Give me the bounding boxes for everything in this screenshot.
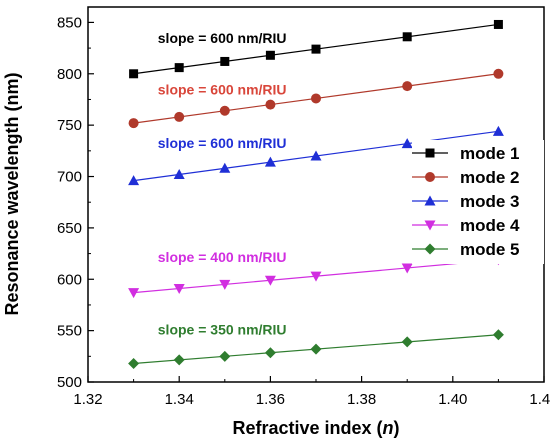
- data-point-mode-2: [174, 111, 185, 122]
- data-point-mode-4: [264, 275, 276, 286]
- legend-marker: [425, 172, 435, 182]
- x-tick-label: 1.34: [165, 391, 194, 408]
- data-point-mode-2: [402, 81, 413, 92]
- y-tick-label: 650: [57, 220, 82, 237]
- axis-ticks: 1.32 1.34 1.36 1.38 1.40 1.42 500 550 600 650 700 7…: [57, 14, 550, 408]
- data-point-mode-1: [402, 32, 412, 42]
- data-point-mode-5: [128, 358, 140, 370]
- data-point-mode-1: [129, 69, 139, 79]
- legend-label: mode 1: [460, 144, 520, 163]
- data-point-mode-5: [492, 329, 504, 341]
- data-point-mode-5: [264, 347, 276, 359]
- legend-marker: [425, 148, 435, 158]
- legend-label: mode 2: [460, 168, 520, 187]
- data-point-mode-4: [173, 284, 185, 295]
- data-point-mode-2: [128, 118, 139, 129]
- y-tick-label: 600: [57, 271, 82, 288]
- legend-marker: [424, 220, 436, 231]
- data-point-mode-1: [220, 56, 230, 66]
- data-point-mode-1: [311, 44, 321, 54]
- data-point-mode-3: [219, 162, 231, 173]
- data-point-mode-3: [492, 125, 504, 136]
- legend-label: mode 4: [460, 216, 520, 235]
- data-point-mode-3: [128, 175, 140, 186]
- data-point-mode-3: [264, 156, 276, 167]
- data-point-mode-1: [174, 63, 184, 73]
- slope-annotation: slope = 600 nm/RIU: [158, 30, 287, 46]
- x-axis-title: Refractive index (n): [232, 418, 399, 438]
- legend-box: [412, 140, 544, 264]
- data-point-mode-5: [173, 354, 185, 366]
- legend-marker: [424, 195, 436, 206]
- data-point-mode-5: [219, 350, 231, 362]
- data-point-mode-2: [219, 105, 230, 116]
- x-tick-label: 1.32: [73, 391, 102, 408]
- data-point-mode-1: [493, 19, 503, 29]
- legend-label: mode 3: [460, 192, 520, 211]
- data-point-mode-4: [128, 288, 140, 299]
- y-tick-label: 850: [57, 14, 82, 31]
- y-tick-label: 750: [57, 117, 82, 134]
- y-tick-label: 700: [57, 169, 82, 186]
- data-point-mode-2: [265, 99, 276, 110]
- slope-annotation: slope = 400 nm/RIU: [158, 249, 287, 265]
- x-tick-label: 1.36: [256, 391, 285, 408]
- slope-annotation: slope = 600 nm/RIU: [158, 135, 287, 151]
- slope-annotation: slope = 350 nm/RIU: [158, 322, 287, 338]
- y-axis-title: Resonance wavelength (nm): [2, 72, 22, 315]
- legend-marker: [424, 243, 436, 255]
- x-tick-label: 1.42: [529, 391, 550, 408]
- data-point-mode-1: [265, 50, 275, 60]
- legend-label: mode 5: [460, 240, 520, 259]
- data-point-mode-4: [401, 263, 413, 274]
- data-point-mode-4: [310, 271, 322, 282]
- data-point-mode-2: [311, 93, 321, 104]
- data-point-mode-3: [401, 138, 413, 149]
- y-tick-label: 550: [57, 323, 82, 340]
- data-point-mode-3: [310, 150, 322, 161]
- x-tick-label: 1.38: [347, 391, 376, 408]
- data-point-mode-2: [493, 68, 504, 79]
- slope-annotations: slope = 600 nm/RIU slope = 600 nm/RIU slop…: [158, 30, 287, 338]
- x-tick-label: 1.40: [438, 391, 467, 408]
- data-point-mode-5: [401, 336, 413, 348]
- data-point-mode-3: [173, 168, 185, 179]
- y-tick-label: 500: [57, 374, 82, 391]
- y-tick-label: 800: [57, 66, 82, 83]
- legend: mode 1 mode 2 mode 3 mode 4 mode 5: [412, 140, 544, 264]
- data-point-mode-5: [310, 343, 322, 355]
- data-point-mode-4: [219, 279, 231, 290]
- slope-annotation: slope = 600 nm/RIU: [158, 81, 287, 97]
